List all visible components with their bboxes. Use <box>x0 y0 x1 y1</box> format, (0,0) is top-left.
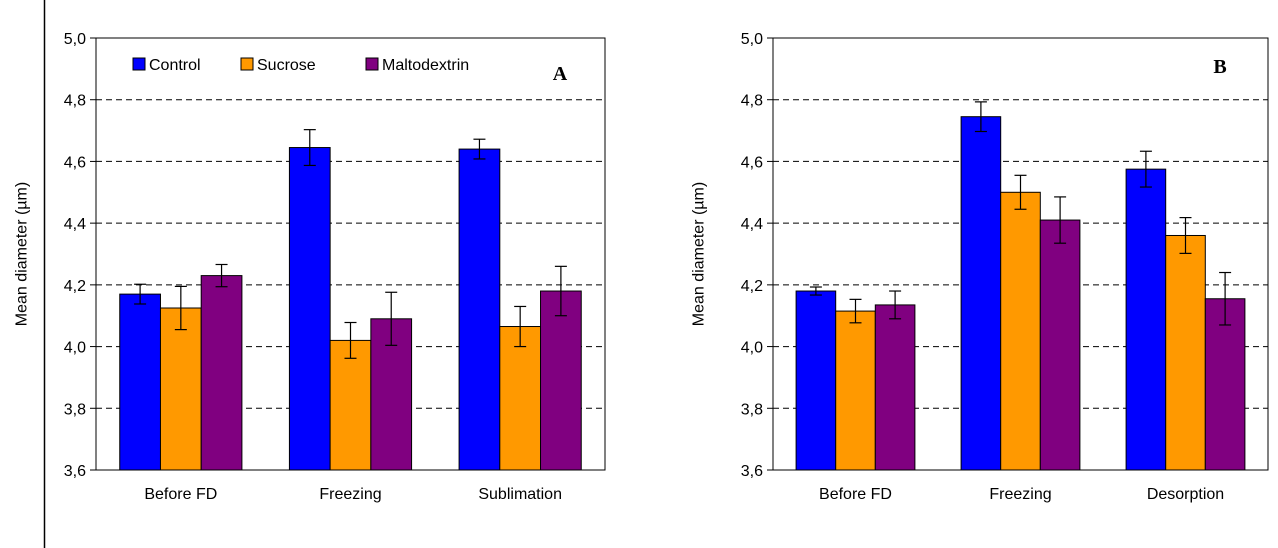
legend-label-control: Control <box>149 57 201 74</box>
bar-sucrose <box>835 310 876 471</box>
x-tick-label: Freezing <box>989 486 1051 503</box>
y-tick-label: 3,6 <box>64 463 86 480</box>
bar-control <box>458 148 501 471</box>
x-tick-label: Desorption <box>1147 486 1224 503</box>
x-tick-label: Freezing <box>319 486 381 503</box>
y-tick-label: 4,0 <box>64 340 86 357</box>
y-tick-label: 5,0 <box>741 31 763 48</box>
bar-maltodextrin <box>1039 219 1081 471</box>
legend-label-maltodextrin: Maltodextrin <box>382 57 469 74</box>
x-tick-label: Before FD <box>819 486 892 503</box>
x-tick-label: Sublimation <box>478 486 562 503</box>
bar-maltodextrin <box>540 290 582 471</box>
y-tick-label: 5,0 <box>64 31 86 48</box>
bar-maltodextrin <box>874 304 916 471</box>
bar-sucrose <box>159 307 202 471</box>
y-tick-label: 4,8 <box>64 93 86 110</box>
y-tick-label: 3,8 <box>64 401 86 418</box>
y-tick-label: 3,6 <box>741 463 763 480</box>
y-tick-label: 4,6 <box>64 154 86 171</box>
bar-control <box>795 290 837 471</box>
y-tick-label: 3,8 <box>741 401 763 418</box>
legend-swatch-control <box>132 57 146 71</box>
panel-label: B <box>1213 56 1226 78</box>
y-tick-label: 4,8 <box>741 93 763 110</box>
y-tick-label: 4,4 <box>64 216 86 233</box>
bar-sucrose <box>499 326 542 471</box>
bar-control <box>288 147 331 471</box>
chart-panel-a: 3,6 3,8 4,0 4,2 4,4 4,6 4,8 5,0 Before FD Freezin… <box>14 31 606 503</box>
bar-control <box>1125 168 1167 471</box>
legend-swatch-maltodextrin <box>365 57 379 71</box>
x-tick-label: Before FD <box>144 486 217 503</box>
bar-control <box>960 116 1002 471</box>
y-tick-label: 4,0 <box>741 340 763 357</box>
bar-sucrose <box>1000 191 1041 471</box>
y-axis-title: Mean diameter (µm) <box>691 182 708 326</box>
bar-sucrose <box>329 339 372 471</box>
y-axis-title: Mean diameter (µm) <box>14 182 31 326</box>
legend-label-sucrose: Sucrose <box>257 57 316 74</box>
legend: Control Sucrose Maltodextrin <box>132 57 469 74</box>
chart-panel-b: 3,6 3,8 4,0 4,2 4,4 4,6 4,8 5,0 Before FD Freezin… <box>691 31 1269 503</box>
y-tick-label: 4,4 <box>741 216 763 233</box>
panel-label: A <box>553 63 568 85</box>
bar-sucrose <box>1165 234 1206 471</box>
y-tick-label: 4,2 <box>741 278 763 295</box>
legend-swatch-sucrose <box>240 57 254 71</box>
bar-maltodextrin <box>200 275 243 471</box>
y-tick-label: 4,6 <box>741 154 763 171</box>
y-tick-label: 4,2 <box>64 278 86 295</box>
bar-control <box>119 293 161 471</box>
bar-maltodextrin <box>1204 298 1246 471</box>
